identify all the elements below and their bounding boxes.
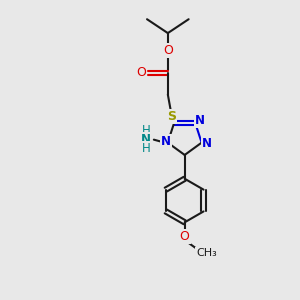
Text: N: N — [195, 114, 205, 127]
Text: CH₃: CH₃ — [196, 248, 217, 258]
Text: H: H — [142, 124, 150, 137]
Text: O: O — [163, 44, 173, 57]
Text: O: O — [136, 66, 146, 79]
Text: N: N — [161, 135, 171, 148]
Text: N: N — [141, 133, 151, 146]
Text: N: N — [202, 137, 212, 150]
Text: S: S — [167, 110, 176, 123]
Text: O: O — [180, 230, 190, 243]
Text: H: H — [142, 142, 150, 155]
